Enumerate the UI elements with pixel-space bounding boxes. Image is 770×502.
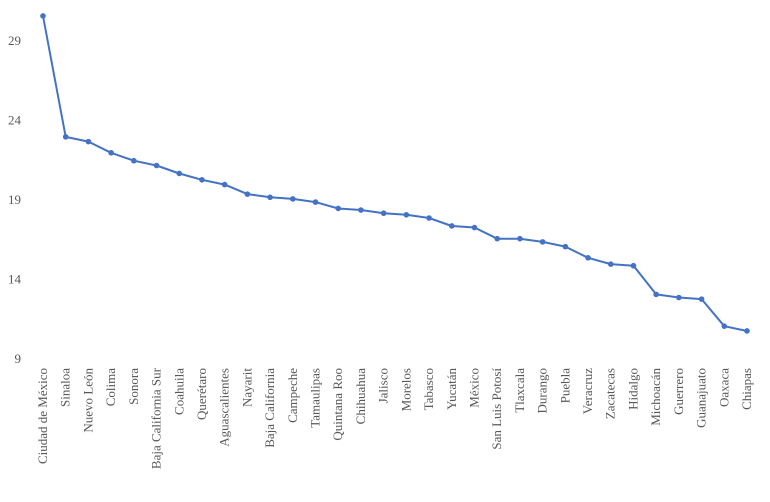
data-point: [630, 262, 637, 269]
x-tick-label: Guanajuato: [694, 368, 709, 428]
data-point: [585, 254, 591, 261]
data-point: [676, 294, 682, 301]
y-tick-label: 24: [8, 112, 22, 127]
data-point: [448, 223, 455, 229]
data-point: [153, 162, 160, 169]
x-tick-label: Sinaloa: [58, 368, 73, 407]
data-point: [517, 235, 523, 242]
data-point: [221, 181, 228, 188]
data-point: [471, 224, 478, 231]
data-point: [312, 199, 319, 205]
x-tick-label: Ciudad de México: [35, 368, 50, 464]
data-point: [562, 243, 569, 250]
y-tick-label: 14: [8, 271, 22, 286]
data-point: [108, 149, 114, 156]
data-point: [176, 170, 183, 177]
data-point: [199, 177, 205, 183]
x-tick-label: Chiapas: [739, 368, 754, 410]
data-point: [290, 196, 296, 202]
x-tick-label: Coahuila: [171, 368, 186, 415]
data-point: [698, 296, 705, 302]
x-tick-label: Hidalgo: [625, 368, 640, 410]
x-tick-label: Sonora: [126, 368, 141, 405]
data-point: [744, 328, 750, 334]
data-point: [62, 134, 69, 140]
x-tick-label: Oaxaca: [716, 368, 731, 407]
x-tick-label: Michoacán: [648, 368, 663, 426]
data-point: [335, 205, 342, 212]
y-tick-label: 9: [15, 351, 22, 366]
data-point: [721, 323, 728, 329]
data-point: [539, 239, 546, 245]
x-tick-label: Colima: [103, 368, 118, 407]
x-tick-label: Yucatán: [444, 368, 459, 410]
data-point: [403, 212, 410, 218]
x-tick-label: Nuevo León: [80, 368, 95, 433]
x-axis: Ciudad de México Sinaloa Nuevo León Colima S…: [35, 367, 754, 469]
x-tick-label: Jalisco: [376, 368, 391, 403]
data-point: [131, 157, 137, 164]
x-tick-label: Chihuahua: [353, 368, 368, 425]
x-tick-label: San Luis Potosí: [489, 368, 504, 450]
data-point: [426, 215, 432, 221]
x-tick-label: Zacatecas: [603, 368, 618, 419]
x-tick-label: Tabasco: [421, 368, 436, 410]
x-tick-label: Guerrero: [671, 368, 686, 415]
data-point: [494, 235, 500, 242]
data-point: [40, 13, 46, 19]
data-point: [607, 261, 614, 267]
x-tick-label: Aguascalientes: [217, 368, 232, 447]
y-axis: 9 14 19 24 29: [8, 33, 22, 366]
data-point: [653, 291, 659, 298]
x-tick-label: Baja California: [262, 368, 277, 448]
data-point: [358, 207, 364, 213]
x-tick-label: Quintana Roo: [330, 368, 345, 441]
data-point: [380, 210, 387, 217]
data-point: [244, 191, 251, 197]
x-tick-label: Puebla: [557, 368, 572, 404]
x-tick-label: Tlaxcala: [512, 368, 527, 413]
x-tick-label: Morelos: [398, 368, 413, 411]
x-tick-label: Veracruz: [580, 368, 595, 414]
x-tick-label: Nayarit: [239, 368, 254, 407]
series-line: [40, 13, 750, 334]
data-point: [267, 194, 273, 201]
y-tick-label: 19: [8, 192, 21, 207]
x-tick-label: Querétaro: [194, 368, 209, 420]
x-tick-label: México: [466, 368, 481, 408]
x-tick-label: Campeche: [285, 368, 300, 423]
x-tick-label: Tamaulipas: [308, 368, 323, 428]
y-tick-label: 29: [8, 33, 21, 48]
series-path: [42, 15, 748, 332]
x-tick-label: Durango: [535, 368, 550, 414]
data-point: [85, 138, 92, 145]
x-tick-label: Baja California Sur: [149, 367, 164, 469]
